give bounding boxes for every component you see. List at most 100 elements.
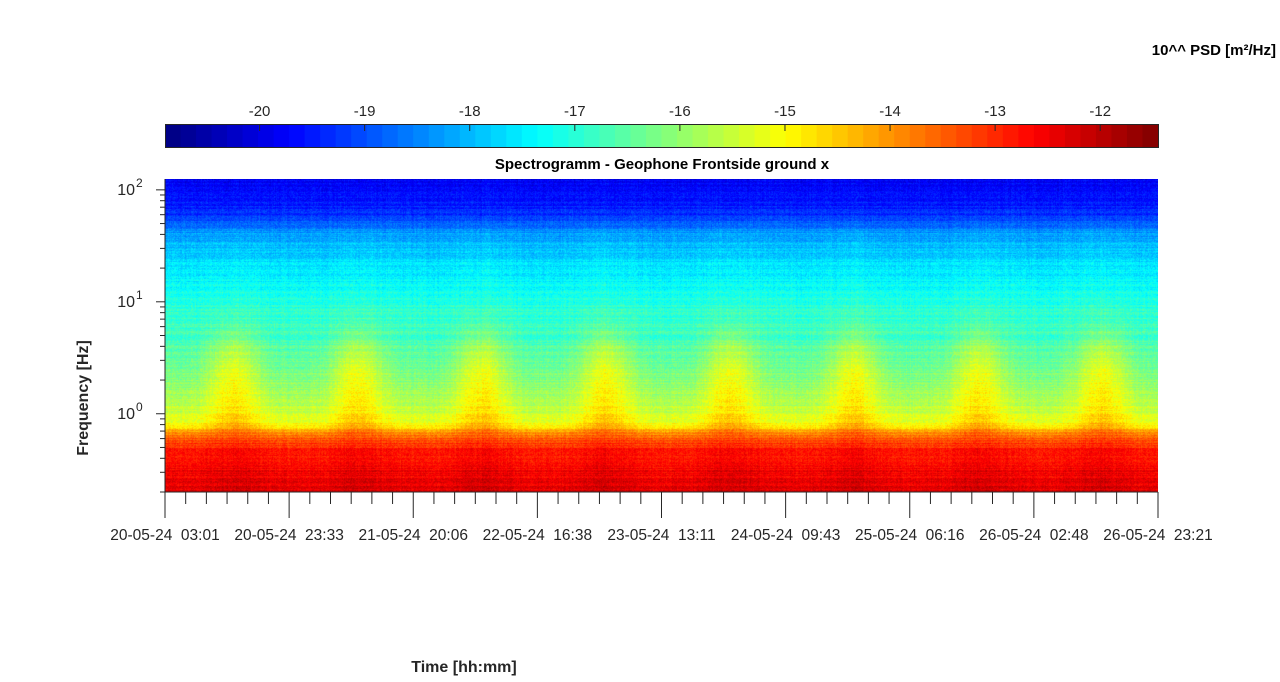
colorbar-cell <box>583 125 601 147</box>
colorbar-cell <box>351 125 368 147</box>
colorbar-frame <box>165 124 1159 148</box>
colorbar-cell <box>987 125 1004 147</box>
colorbar-cell <box>894 125 911 147</box>
colorbar-tick-label: -18 <box>459 103 481 120</box>
colorbar-cell <box>940 125 957 147</box>
colorbar-cell <box>568 125 585 147</box>
colorbar-cell <box>645 125 663 147</box>
colorbar-cell <box>1142 125 1159 147</box>
colorbar-cell <box>1111 125 1128 147</box>
x-tick-label: 20-05-24 23:33 <box>234 527 343 544</box>
colorbar-cell <box>211 125 228 147</box>
colorbar-cell <box>490 125 507 147</box>
colorbar-cell <box>816 125 833 147</box>
colorbar-cell <box>397 125 414 147</box>
colorbar-cell <box>552 125 570 147</box>
colorbar: -20 -19 -18 -17 -16 -15 -14 -13 -12 <box>165 103 1159 148</box>
colorbar-cell <box>1095 125 1113 147</box>
colorbar-cell <box>366 125 383 147</box>
x-axis: 20-05-24 03:01 20-05-24 23:33 21-05-24 20:… <box>110 491 1213 544</box>
spectrogram-heatmap <box>165 179 1158 492</box>
colorbar-cell <box>599 125 616 147</box>
x-tick-label: 20-05-24 03:01 <box>110 527 219 544</box>
y-tick-exponent: 0 <box>136 400 143 414</box>
colorbar-cell <box>971 125 988 147</box>
colorbar-cell <box>335 125 352 147</box>
colorbar-cell <box>770 125 787 147</box>
colorbar-cell <box>739 125 756 147</box>
colorbar-cell <box>289 125 306 147</box>
colorbar-cell <box>785 125 802 147</box>
colorbar-tick-label: -14 <box>879 103 901 120</box>
colorbar-cell <box>832 125 849 147</box>
y-axis-label: Frequency [Hz] <box>75 340 92 456</box>
colorbar-cell <box>1080 125 1097 147</box>
colorbar-cell <box>258 125 275 147</box>
colorbar-cell <box>537 125 554 147</box>
y-tick-exponent: 1 <box>136 288 143 302</box>
colorbar-cell <box>304 125 321 147</box>
colorbar-cell <box>413 125 430 147</box>
colorbar-label: 10^^ PSD [m²/Hz] <box>1152 42 1276 59</box>
colorbar-cell <box>165 125 182 147</box>
colorbar-tick-label: -17 <box>564 103 586 120</box>
colorbar-tick-label: -20 <box>249 103 271 120</box>
colorbar-cell <box>506 125 523 147</box>
colorbar-cell <box>227 125 244 147</box>
colorbar-cell <box>956 125 973 147</box>
y-tick-exponent: 2 <box>136 176 143 190</box>
colorbar-cell <box>459 125 476 147</box>
colorbar-gradient <box>165 125 1159 147</box>
colorbar-cell <box>692 125 709 147</box>
y-tick-label: 10 <box>117 406 135 423</box>
colorbar-cell <box>1018 125 1035 147</box>
x-tick-label: 22-05-24 16:38 <box>483 527 592 544</box>
x-tick-label: 21-05-24 20:06 <box>359 527 468 544</box>
y-tick-label: 10 <box>117 182 135 199</box>
colorbar-tick-label: -19 <box>354 103 376 120</box>
colorbar-cell <box>1049 125 1066 147</box>
y-tick-label: 10 <box>117 294 135 311</box>
colorbar-cell <box>677 125 694 147</box>
colorbar-cell <box>754 125 771 147</box>
colorbar-ticks: -20 -19 -18 -17 -16 -15 -14 -13 -12 <box>249 103 1111 131</box>
colorbar-cell <box>925 125 942 147</box>
colorbar-tick-label: -16 <box>669 103 691 120</box>
colorbar-cell <box>708 125 725 147</box>
colorbar-cell <box>1033 125 1050 147</box>
colorbar-cell <box>630 125 647 147</box>
colorbar-cell <box>273 125 290 147</box>
colorbar-cell <box>521 125 538 147</box>
colorbar-cell <box>1126 125 1144 147</box>
x-tick-label: 26-05-24 23:21 <box>1103 527 1212 544</box>
colorbar-cell <box>320 125 337 147</box>
colorbar-cell <box>1064 125 1082 147</box>
colorbar-tick-label: -13 <box>984 103 1006 120</box>
colorbar-cell <box>909 125 926 147</box>
x-tick-label: 23-05-24 13:11 <box>607 527 715 544</box>
colorbar-cell <box>661 125 678 147</box>
x-axis-label: Time [hh:mm] <box>411 659 516 676</box>
x-tick-label: 25-05-24 06:16 <box>855 527 964 544</box>
colorbar-cell <box>1002 125 1019 147</box>
colorbar-tick-label: -12 <box>1089 103 1111 120</box>
colorbar-cell <box>801 125 818 147</box>
x-tick-label: 24-05-24 09:43 <box>731 527 840 544</box>
colorbar-tick-label: -15 <box>774 103 796 120</box>
colorbar-cell <box>878 125 895 147</box>
colorbar-cell <box>196 125 213 147</box>
colorbar-cell <box>428 125 445 147</box>
colorbar-cell <box>723 125 740 147</box>
colorbar-cell <box>242 125 259 147</box>
x-tick-label: 26-05-24 02:48 <box>979 527 1088 544</box>
colorbar-cell <box>444 125 461 147</box>
colorbar-cell <box>382 125 399 147</box>
chart-title: Spectrogramm - Geophone Frontside ground… <box>495 156 830 173</box>
colorbar-cell <box>614 125 632 147</box>
colorbar-cell <box>847 125 864 147</box>
colorbar-cell <box>180 125 197 147</box>
colorbar-cell <box>863 125 880 147</box>
